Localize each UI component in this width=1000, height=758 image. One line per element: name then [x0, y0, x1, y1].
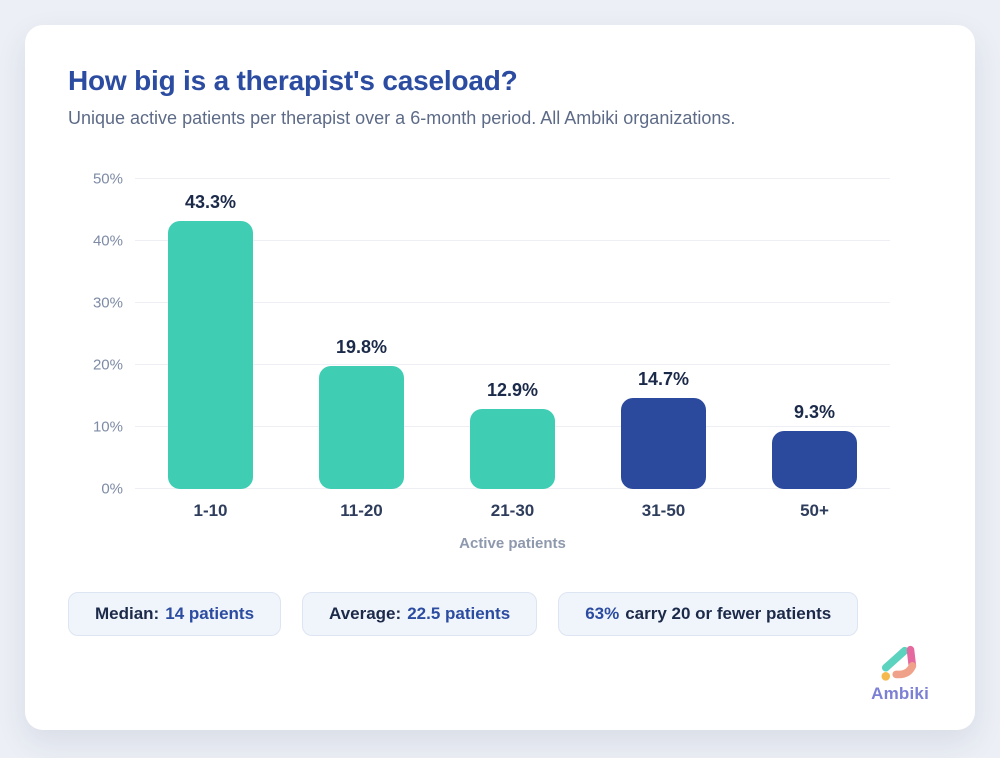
median-badge: Median: 14 patients: [68, 592, 282, 636]
bar-column: 12.9%: [437, 179, 588, 489]
bar-column: 9.3%: [739, 179, 890, 489]
bar: [168, 220, 253, 489]
percent-badge: 63% carry 20 or fewer patients: [558, 592, 859, 636]
bar-column: 43.3%: [135, 179, 286, 489]
chart-card: How big is a therapist's caseload? Uniqu…: [25, 25, 975, 730]
average-label: Average:: [329, 604, 402, 623]
average-value: 22.5 patients: [407, 604, 511, 623]
gridline: [135, 302, 890, 303]
bar: [772, 431, 857, 489]
x-category-label: 1-10: [193, 501, 228, 520]
stats-row: Median: 14 patients Average: 22.5 patien…: [68, 592, 930, 636]
bar-column: 19.8%: [286, 179, 437, 489]
page-subtitle: Unique active patients per therapist ove…: [68, 108, 736, 128]
x-category-label: 11-20: [340, 501, 383, 520]
ambiki-logo-text: Ambiki: [871, 684, 929, 703]
bar-value-label: 43.3%: [184, 191, 237, 212]
x-category-label: 21-30: [490, 501, 535, 520]
ambiki-logo-icon: [881, 645, 917, 681]
average-badge: Average: 22.5 patients: [302, 592, 538, 636]
y-tick-label: 40%: [92, 232, 123, 250]
gridline: [135, 240, 890, 241]
gridline: [135, 178, 890, 179]
x-category-label: 50+: [800, 501, 829, 520]
bar: [319, 366, 404, 489]
median-value: 14 patients: [165, 604, 255, 623]
y-tick-label: 10%: [92, 418, 123, 436]
bar-value-label: 12.9%: [486, 380, 539, 401]
percent-label: carry 20 or fewer patients: [625, 604, 832, 623]
y-tick-label: 0%: [101, 480, 123, 498]
x-category-label: 31-50: [641, 501, 686, 520]
y-tick-label: 50%: [92, 170, 123, 188]
bar: [621, 397, 706, 489]
bar-value-label: 9.3%: [793, 402, 836, 423]
bar-chart: 0% 10% 20% 30% 40% 50% 43.3% 19.8% 12.9% 14.7% 9.…: [93, 171, 890, 498]
bars-row: 43.3% 19.8% 12.9% 14.7% 9.3%: [135, 179, 890, 489]
bar-value-label: 19.8%: [335, 337, 388, 358]
y-tick-label: 30%: [92, 294, 123, 312]
median-label: Median:: [95, 604, 160, 623]
y-tick-label: 20%: [92, 356, 123, 374]
percent-value: 63%: [585, 604, 620, 623]
x-axis-categories: 1-10 11-20 21-30 31-50 50+: [135, 501, 890, 521]
bar: [470, 409, 555, 489]
x-axis-title: Active patients: [459, 535, 566, 552]
bar-value-label: 14.7%: [637, 368, 690, 389]
ambiki-logo: Ambiki: [871, 644, 929, 704]
page-title: How big is a therapist's caseload?: [68, 65, 518, 96]
gridline: [135, 364, 890, 365]
bar-column: 14.7%: [588, 179, 739, 489]
